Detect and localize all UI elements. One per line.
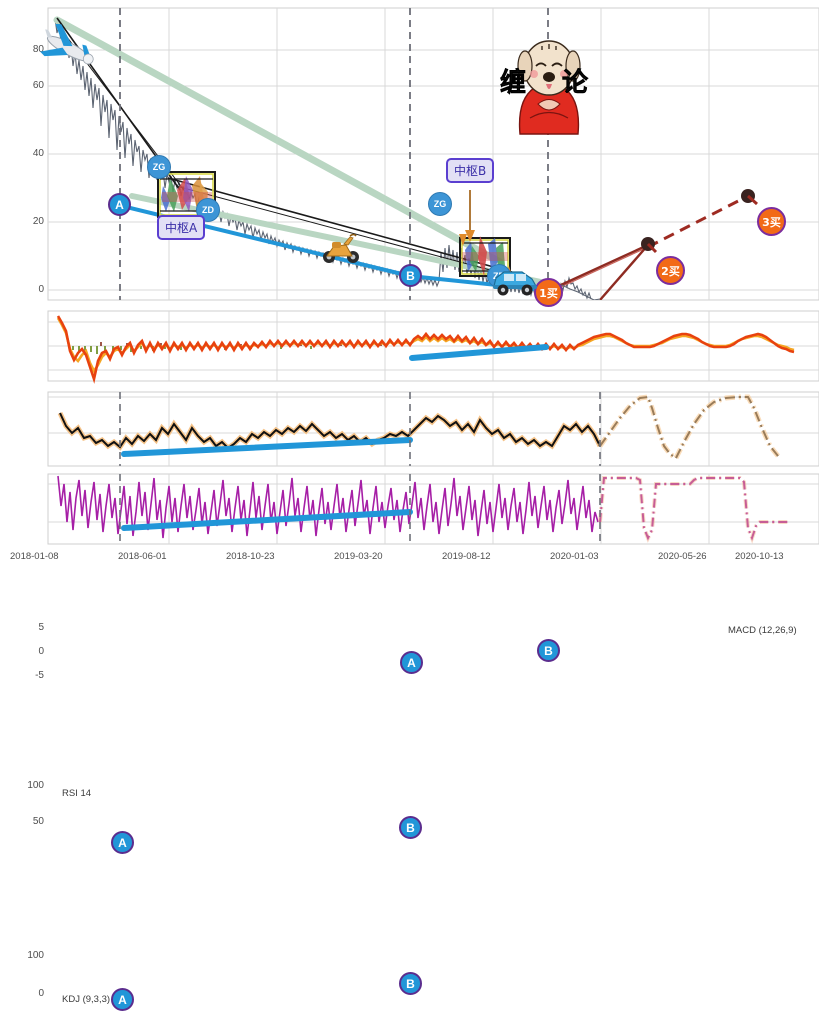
price-ytick-20: 20 (32, 216, 44, 227)
rsi-ab-connector (121, 437, 413, 457)
price-ytick-80: 80 (32, 44, 44, 55)
car-icon (493, 271, 538, 296)
buy-marker-1[interactable]: 1买 (534, 278, 563, 307)
kdj-ytick-0: 0 (38, 988, 44, 999)
rsi-title: RSI 14 (62, 788, 92, 799)
xtick-0: 2018-01-08 (10, 551, 59, 562)
buy-marker-3[interactable]: 3买 (757, 207, 786, 236)
pivot-a-label: 中枢A (157, 215, 206, 240)
price-marker-a[interactable]: A (108, 193, 131, 216)
macd-title: MACD (12,26,9) (728, 625, 797, 636)
pivot-box-a (157, 171, 216, 218)
xtick-2: 2018-10-23 (226, 551, 275, 562)
pivot-b-zg-arrow (459, 234, 467, 246)
rsi-marker-a[interactable]: A (111, 831, 134, 854)
trend-seg-2 (167, 177, 513, 273)
post-buy-structure (549, 189, 758, 300)
scooter-icon (323, 233, 359, 263)
kdj-panel: 100 0 KDJ (9,3,3) A B (0, 472, 819, 1011)
xtick-3: 2019-03-20 (334, 551, 383, 562)
kdj-svg (47, 473, 819, 545)
pivot-b-zg-marker[interactable]: ZG (428, 192, 452, 216)
kdj-marker-a[interactable]: A (111, 988, 134, 1011)
dog-monk-icon (517, 40, 581, 135)
price-marker-b[interactable]: B (399, 264, 422, 287)
kdj-ab-connector (121, 509, 413, 531)
macd-dif-series (56, 315, 795, 384)
macd-marker-a[interactable]: A (400, 651, 423, 674)
kdj-forecast-glow (598, 476, 790, 544)
downtrend-halo-upper (53, 16, 504, 266)
kdj-ytick-100: 100 (27, 950, 44, 961)
pivot-a-zg-marker[interactable]: ZG (147, 155, 171, 179)
macd-svg (47, 310, 819, 384)
xtick-1: 2018-06-01 (118, 551, 167, 562)
macd-ytick-0: 0 (38, 646, 44, 657)
macd-ytick-5: 5 (38, 622, 44, 633)
rsi-ytick-50: 50 (32, 816, 44, 827)
pivot-a-zd-marker[interactable]: ZD (196, 198, 220, 222)
rsi-ytick-100: 100 (27, 780, 44, 791)
kdj-forecast (599, 477, 790, 541)
macd-ab-connector (409, 344, 549, 361)
rsi-svg (47, 391, 819, 467)
rsi-vertical-markers (119, 392, 601, 466)
price-ytick-40: 40 (32, 148, 44, 159)
watermark-text-left: 缠 (500, 68, 528, 99)
kdj-series (57, 475, 599, 539)
macd-panel: 5 0 -5 MACD (12,26,9) A B (0, 305, 819, 681)
rsi-series (59, 412, 601, 450)
pivot-b-label: 中枢B (446, 158, 495, 183)
price-ytick-60: 60 (32, 80, 44, 91)
xtick-6: 2020-05-26 (658, 551, 707, 562)
price-panel: 80 60 40 20 0 A B ZG ZD 中枢A ZG ZD 中枢B 1买… (0, 0, 819, 307)
macd-marker-b[interactable]: B (537, 639, 560, 662)
price-ytick-0: 0 (38, 284, 44, 295)
xtick-7: 2020-10-13 (735, 551, 784, 562)
pivot-b-arrow (465, 190, 475, 242)
xtick-4: 2019-08-12 (442, 551, 491, 562)
airplane-icon (40, 24, 94, 65)
rsi-forecast-glow-1 (597, 394, 678, 461)
kdj-marker-b[interactable]: B (399, 972, 422, 995)
rsi-forecast-glow-2 (673, 394, 780, 460)
rsi-marker-b[interactable]: B (399, 816, 422, 839)
kdj-title: KDJ (9,3,3) (62, 994, 111, 1005)
rsi-panel: 100 50 RSI 14 A B (0, 388, 819, 854)
watermark-text-right: 论 (562, 68, 590, 99)
xtick-5: 2020-01-03 (550, 551, 599, 562)
macd-ytick-m5: -5 (35, 670, 44, 681)
price-svg (47, 7, 819, 301)
buy-marker-2[interactable]: 2买 (656, 256, 685, 285)
